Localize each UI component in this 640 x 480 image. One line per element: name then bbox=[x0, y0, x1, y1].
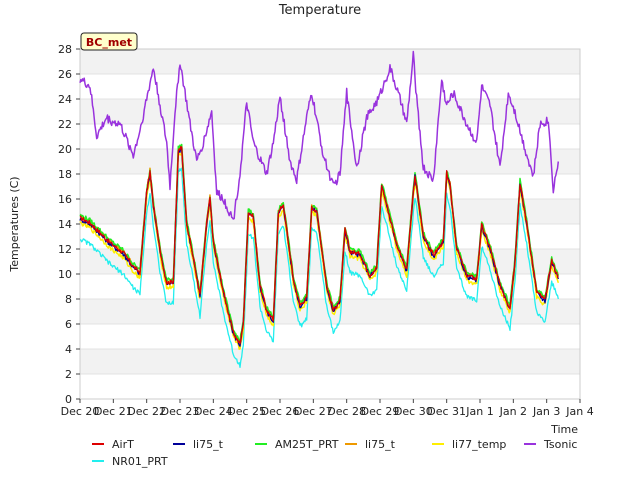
legend-label: li75_t bbox=[365, 438, 396, 451]
legend-label: AirT bbox=[112, 438, 134, 451]
site-badge-box bbox=[80, 32, 138, 51]
legend-label: li75_t bbox=[193, 438, 224, 451]
grid-band bbox=[80, 349, 580, 374]
grid-band bbox=[80, 249, 580, 274]
x-tick-label: Dec 24 bbox=[194, 405, 233, 418]
legend-label: AM25T_PRT bbox=[275, 438, 339, 451]
chart-title: Temperature bbox=[278, 3, 361, 18]
x-tick-label: Jan 2 bbox=[499, 405, 527, 418]
y-tick-label: 8 bbox=[65, 293, 72, 306]
series-layer bbox=[79, 50, 560, 369]
y-tick-label: 0 bbox=[65, 393, 72, 406]
y-tick-label: 26 bbox=[58, 68, 72, 81]
y-tick-label: 14 bbox=[58, 218, 72, 231]
grid-band bbox=[80, 199, 580, 224]
y-axis-label: Temperatures (C) bbox=[8, 176, 21, 272]
grid-band bbox=[80, 224, 580, 249]
y-tick-label: 20 bbox=[58, 143, 72, 156]
legend: AirT li75_t AM25T_PRT li75_t li77_temp Tsonic… bbox=[92, 438, 577, 468]
grid-band bbox=[80, 324, 580, 349]
legend-label: Tsonic bbox=[543, 438, 577, 451]
x-tick-label: Dec 27 bbox=[294, 405, 333, 418]
x-tick-label: Dec 31 bbox=[427, 405, 466, 418]
y-tick-label: 10 bbox=[58, 268, 72, 281]
y-tick-label: 22 bbox=[58, 118, 72, 131]
x-tick-label: Dec 20 bbox=[61, 405, 100, 418]
y-tick-label: 4 bbox=[65, 343, 72, 356]
x-tick-label: Dec 29 bbox=[361, 405, 400, 418]
x-axis-label: Time bbox=[550, 423, 578, 436]
x-tick-label: Jan 1 bbox=[465, 405, 493, 418]
y-tick-label: 28 bbox=[58, 43, 72, 56]
grid-band bbox=[80, 49, 580, 74]
x-tick-label: Dec 21 bbox=[94, 405, 133, 418]
x-tick-label: Dec 25 bbox=[227, 405, 266, 418]
x-tick-label: Dec 22 bbox=[127, 405, 166, 418]
x-tick-label: Jan 4 bbox=[565, 405, 593, 418]
x-tick-label: Dec 30 bbox=[394, 405, 433, 418]
x-tick-label: Dec 28 bbox=[327, 405, 366, 418]
x-tick-label: Dec 23 bbox=[161, 405, 200, 418]
legend-label: NR01_PRT bbox=[112, 455, 168, 468]
grid-band bbox=[80, 149, 580, 174]
series-line-nr01_prt bbox=[80, 167, 559, 369]
y-tick-label: 2 bbox=[65, 368, 72, 381]
y-tick-label: 24 bbox=[58, 93, 72, 106]
series-line-tsonic bbox=[79, 50, 560, 220]
y-tick-label: 6 bbox=[65, 318, 72, 331]
y-tick-label: 18 bbox=[58, 168, 72, 181]
legend-label: li77_temp bbox=[452, 438, 506, 451]
site-badge-label: BC_met bbox=[86, 36, 132, 49]
grid-band bbox=[80, 74, 580, 99]
x-tick-label: Dec 26 bbox=[261, 405, 300, 418]
grid-band bbox=[80, 374, 580, 399]
x-tick-label: Jan 3 bbox=[532, 405, 560, 418]
y-tick-label: 16 bbox=[58, 193, 72, 206]
site-badge: BC_met bbox=[80, 32, 138, 51]
y-tick-label: 12 bbox=[58, 243, 72, 256]
series-line-airt bbox=[79, 146, 559, 345]
